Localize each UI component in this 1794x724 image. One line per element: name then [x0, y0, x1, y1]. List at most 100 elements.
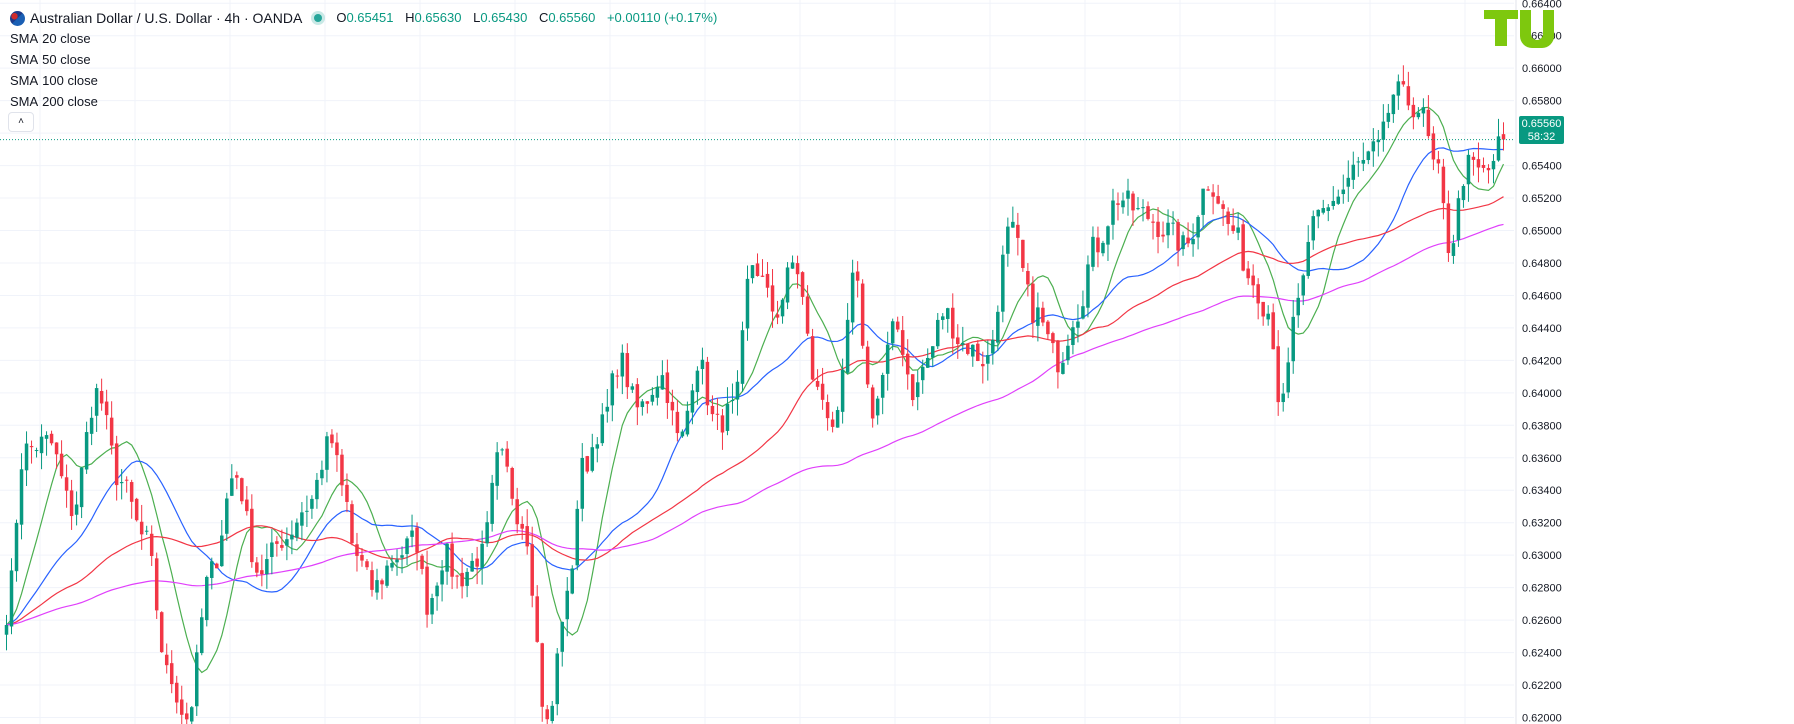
candle-body: [981, 363, 985, 367]
candle-body: [24, 443, 29, 471]
price-tick-label: 0.64000: [1522, 388, 1562, 400]
candle-body: [39, 436, 44, 454]
candle-body: [1251, 275, 1255, 286]
indicator-sma-200[interactable]: SMA 200 close: [10, 92, 717, 112]
candle-body: [220, 535, 224, 567]
price-tick-label: 0.65200: [1522, 193, 1562, 205]
candle-body: [1071, 327, 1075, 346]
candle-body: [650, 394, 655, 402]
indicator-sma-20[interactable]: SMA 20 close: [10, 29, 717, 49]
candle-body: [410, 530, 414, 537]
candle-body: [1421, 107, 1426, 114]
tradingview-logo-icon[interactable]: [1484, 8, 1560, 48]
price-tick-label: 0.65400: [1522, 161, 1562, 173]
candle-body: [430, 598, 434, 615]
candle-body: [530, 544, 534, 596]
indicator-sma-50[interactable]: SMA 50 close: [10, 50, 717, 70]
candle-body: [765, 273, 770, 288]
candle-body: [270, 542, 274, 557]
price-tick-label: 0.62600: [1522, 615, 1562, 627]
price-axis[interactable]: 0.664000.662000.660000.658000.656000.654…: [1522, 0, 1562, 724]
candle-body: [700, 359, 705, 370]
candle-body: [770, 285, 775, 312]
candle-body: [585, 456, 590, 472]
candle-body: [505, 448, 509, 467]
candle-body: [29, 446, 34, 448]
candle-body: [830, 419, 835, 427]
symbol-header[interactable]: Australian Dollar / U.S. Dollar · 4h · O…: [10, 8, 717, 28]
candle-body: [1286, 362, 1290, 393]
price-tick-label: 0.64800: [1522, 258, 1562, 270]
bar-countdown: 58:32: [1527, 131, 1556, 143]
candle-body: [1326, 207, 1331, 212]
candle-body: [665, 372, 670, 403]
candle-body: [1351, 164, 1356, 180]
candle-body: [1141, 207, 1145, 209]
candle-body: [545, 709, 549, 720]
candle-body: [365, 561, 369, 568]
candle-body: [189, 707, 194, 722]
candle-body: [405, 538, 409, 555]
candle-body: [996, 311, 1000, 343]
symbol-title[interactable]: Australian Dollar / U.S. Dollar · 4h · O…: [30, 10, 303, 26]
close-key: C: [538, 10, 549, 25]
candle-body: [295, 522, 299, 538]
candle-body: [300, 512, 304, 526]
candle-body: [1076, 321, 1080, 328]
candle-body: [64, 477, 69, 491]
candle-body: [1371, 141, 1376, 152]
price-tick-label: 0.64400: [1522, 323, 1562, 335]
candle-body: [99, 390, 104, 404]
candle-body: [1291, 316, 1295, 362]
candle-body: [610, 373, 615, 406]
candle-body: [915, 382, 920, 398]
candle-body: [565, 590, 570, 620]
price-tick-label: 0.63800: [1522, 420, 1562, 432]
candle-body: [885, 344, 890, 374]
candle-body: [895, 321, 900, 330]
candle-body: [1216, 196, 1220, 204]
candle-body: [1456, 198, 1461, 241]
collapse-legend-button[interactable]: ˄: [8, 112, 34, 132]
candle-body: [575, 508, 580, 566]
candle-body: [600, 414, 605, 444]
candle-body: [129, 482, 134, 502]
indicator-param: 20 close: [42, 31, 91, 46]
price-tick-label: 0.66400: [1522, 0, 1562, 10]
price-tick-label: 0.62800: [1522, 583, 1562, 595]
candle-body: [1021, 239, 1025, 269]
candle-body: [164, 654, 169, 666]
candle-body: [971, 344, 975, 357]
candle-body: [680, 431, 685, 437]
candle-body: [655, 387, 660, 398]
candle-body: [360, 554, 364, 561]
candle-body: [1236, 227, 1240, 233]
candle-body: [9, 570, 14, 627]
low-value: 0.65430: [480, 10, 528, 25]
candle-body: [1256, 284, 1260, 304]
indicator-sma-100[interactable]: SMA 100 close: [10, 71, 717, 91]
price-tick-label: 0.63600: [1522, 453, 1562, 465]
indicator-name: SMA: [10, 94, 39, 109]
candle-body: [820, 383, 825, 400]
candle-body: [200, 617, 204, 654]
candle-body: [1436, 159, 1441, 164]
moving-averages: [6, 106, 1505, 674]
sma-line: [6, 106, 1505, 674]
candle-body: [925, 357, 930, 368]
candle-body: [625, 353, 630, 388]
candle-body: [710, 405, 715, 415]
candle-body: [720, 415, 725, 433]
price-tick-label: 0.66000: [1522, 63, 1562, 75]
price-tick-label: 0.63400: [1522, 485, 1562, 497]
candle-body: [225, 498, 229, 534]
candle-body: [250, 508, 254, 563]
candle-body: [44, 435, 49, 439]
candle-body: [290, 534, 294, 540]
candle-body: [1226, 211, 1230, 224]
candle-body: [54, 442, 59, 455]
indicator-name: SMA: [10, 73, 39, 88]
candle-body: [805, 296, 810, 334]
